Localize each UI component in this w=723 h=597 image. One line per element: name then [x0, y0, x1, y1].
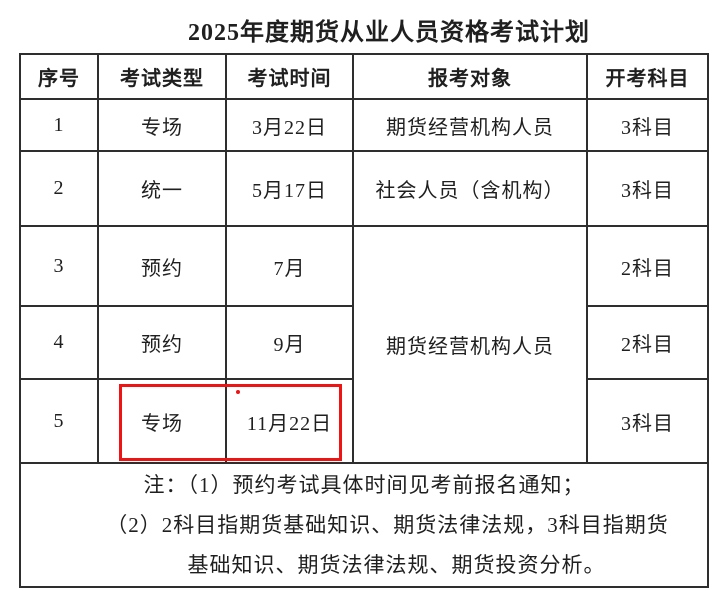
cell-target: 社会人员（含机构）: [352, 150, 588, 227]
cell-time: 5月17日: [225, 150, 354, 227]
exam-schedule-table: 序号 考试类型 考试时间 报考对象 开考科目 1 专场 3月22日 期货经营机构…: [19, 53, 709, 588]
cell-time: 3月22日: [225, 98, 354, 152]
cell-time: 11月22日: [225, 378, 354, 464]
cell-subjects: 2科目: [586, 305, 709, 380]
cell-type: 专场: [97, 98, 227, 152]
table-notes-row: 注：（1）预约考试具体时间见考前报名通知； （2）2科目指期货基础知识、期货法律…: [19, 462, 709, 588]
cell-subjects: 3科目: [586, 150, 709, 227]
col-header-time: 考试时间: [225, 53, 354, 100]
table-header-row: 序号 考试类型 考试时间 报考对象 开考科目: [19, 53, 709, 100]
cell-target: 期货经营机构人员: [352, 98, 588, 152]
cell-no: 2: [19, 150, 99, 227]
cell-type: 专场: [97, 378, 227, 464]
notes-cell: 注：（1）预约考试具体时间见考前报名通知； （2）2科目指期货基础知识、期货法律…: [19, 462, 709, 588]
note-line: （2）2科目指期货基础知识、期货法律法规，3科目指期货: [106, 513, 669, 537]
table-row: 1 专场 3月22日 期货经营机构人员 3科目: [19, 98, 709, 152]
table-row: 3 预约 7月 期货经营机构人员 2科目: [19, 225, 709, 464]
cell-time: 7月: [225, 225, 354, 307]
table-row: 2 统一 5月17日 社会人员（含机构） 3科目: [19, 150, 709, 227]
cell-no: 1: [19, 98, 99, 152]
cell-no: 5: [19, 378, 99, 464]
cell-target-merged: 期货经营机构人员: [352, 225, 588, 464]
cell-subjects: 2科目: [586, 225, 709, 307]
cell-no: 4: [19, 305, 99, 380]
col-header-no: 序号: [19, 53, 99, 100]
cell-no: 3: [19, 225, 99, 307]
note-line: 基础知识、期货法律法规、期货投资分析。: [187, 553, 606, 577]
cell-subjects: 3科目: [586, 378, 709, 464]
col-header-target: 报考对象: [352, 53, 588, 100]
col-header-subjects: 开考科目: [586, 53, 709, 100]
table-row: 4 预约 9月 2科目: [19, 305, 709, 380]
cell-type: 预约: [97, 225, 227, 307]
cell-subjects: 3科目: [586, 98, 709, 152]
page-title: 2025年度期货从业人员资格考试计划: [188, 20, 590, 46]
col-header-type: 考试类型: [97, 53, 227, 100]
table-row: 5 专场 11月22日 3科目: [19, 378, 709, 464]
cell-type: 预约: [97, 305, 227, 380]
cell-time: 9月: [225, 305, 354, 380]
note-line: 注：（1）预约考试具体时间见考前报名通知；: [143, 473, 585, 497]
cell-type: 统一: [97, 150, 227, 227]
